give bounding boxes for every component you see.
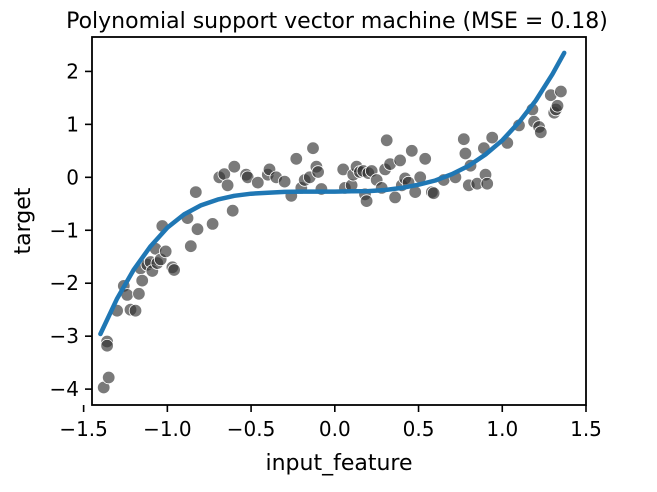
scatter-point	[426, 186, 441, 200]
plot-frame	[91, 36, 587, 406]
scatter-point	[135, 273, 149, 288]
y-tick-label: 0	[66, 165, 79, 189]
scatter-point	[359, 194, 374, 208]
scatter-point	[534, 125, 548, 140]
scatter-point	[205, 217, 220, 231]
scatter-points	[96, 84, 568, 395]
y-axis-ticks: −4 −3 −2 −1 0 1 2	[50, 59, 92, 401]
y-tick-label: −3	[50, 324, 79, 348]
scatter-point	[380, 133, 394, 148]
scatter-point	[458, 146, 473, 161]
scatter-point	[167, 263, 181, 277]
scatter-point	[418, 152, 432, 166]
y-axis-label: target	[11, 187, 36, 254]
x-tick-label: 0.5	[403, 417, 435, 441]
chart-title: Polynomial support vector machine (MSE =…	[66, 9, 608, 34]
scatter-point	[251, 175, 265, 190]
scatter-point	[190, 222, 205, 236]
scatter-point	[277, 174, 292, 189]
y-tick-label: −4	[50, 377, 79, 401]
axes	[91, 36, 587, 406]
scatter-point	[158, 244, 173, 259]
x-axis-ticks: −1.5 −1.0 −0.5 0.0 0.5 1.0 1.5	[59, 405, 602, 441]
scatter-point	[311, 165, 325, 179]
scatter-point	[554, 84, 568, 99]
fit-curve	[98, 50, 567, 337]
x-tick-label: 1.5	[570, 417, 602, 441]
fit-curve-group	[98, 50, 567, 337]
x-axis-label: input_feature	[265, 451, 412, 476]
scatter-point	[289, 152, 304, 166]
y-tick-label: −2	[50, 271, 79, 295]
x-tick-label: −1.5	[59, 417, 108, 441]
y-tick-label: −1	[50, 218, 79, 242]
scatter-point	[550, 99, 565, 113]
scatter-point	[306, 141, 320, 155]
scatter-point	[100, 339, 114, 353]
y-tick-label: 1	[66, 112, 79, 136]
scatter-point	[128, 304, 143, 318]
x-tick-label: −1.0	[143, 417, 192, 441]
scatter-point	[189, 185, 203, 199]
scatter-point	[220, 178, 235, 193]
scatter-point	[405, 144, 419, 158]
scatter-point	[480, 176, 494, 191]
scatter-point	[227, 159, 242, 174]
scatter-point	[388, 190, 402, 205]
x-tick-label: 0.0	[319, 417, 351, 441]
scatter-point	[457, 132, 471, 146]
x-tick-label: −0.5	[227, 417, 276, 441]
scatter-point	[485, 130, 499, 145]
y-tick-label: 2	[66, 59, 79, 83]
scatter-point	[393, 153, 407, 168]
scatter-point	[225, 203, 240, 218]
scatter-point	[101, 370, 116, 385]
scatter-point	[184, 239, 198, 253]
x-tick-label: 1.0	[486, 417, 518, 441]
scatter-point	[132, 287, 146, 301]
